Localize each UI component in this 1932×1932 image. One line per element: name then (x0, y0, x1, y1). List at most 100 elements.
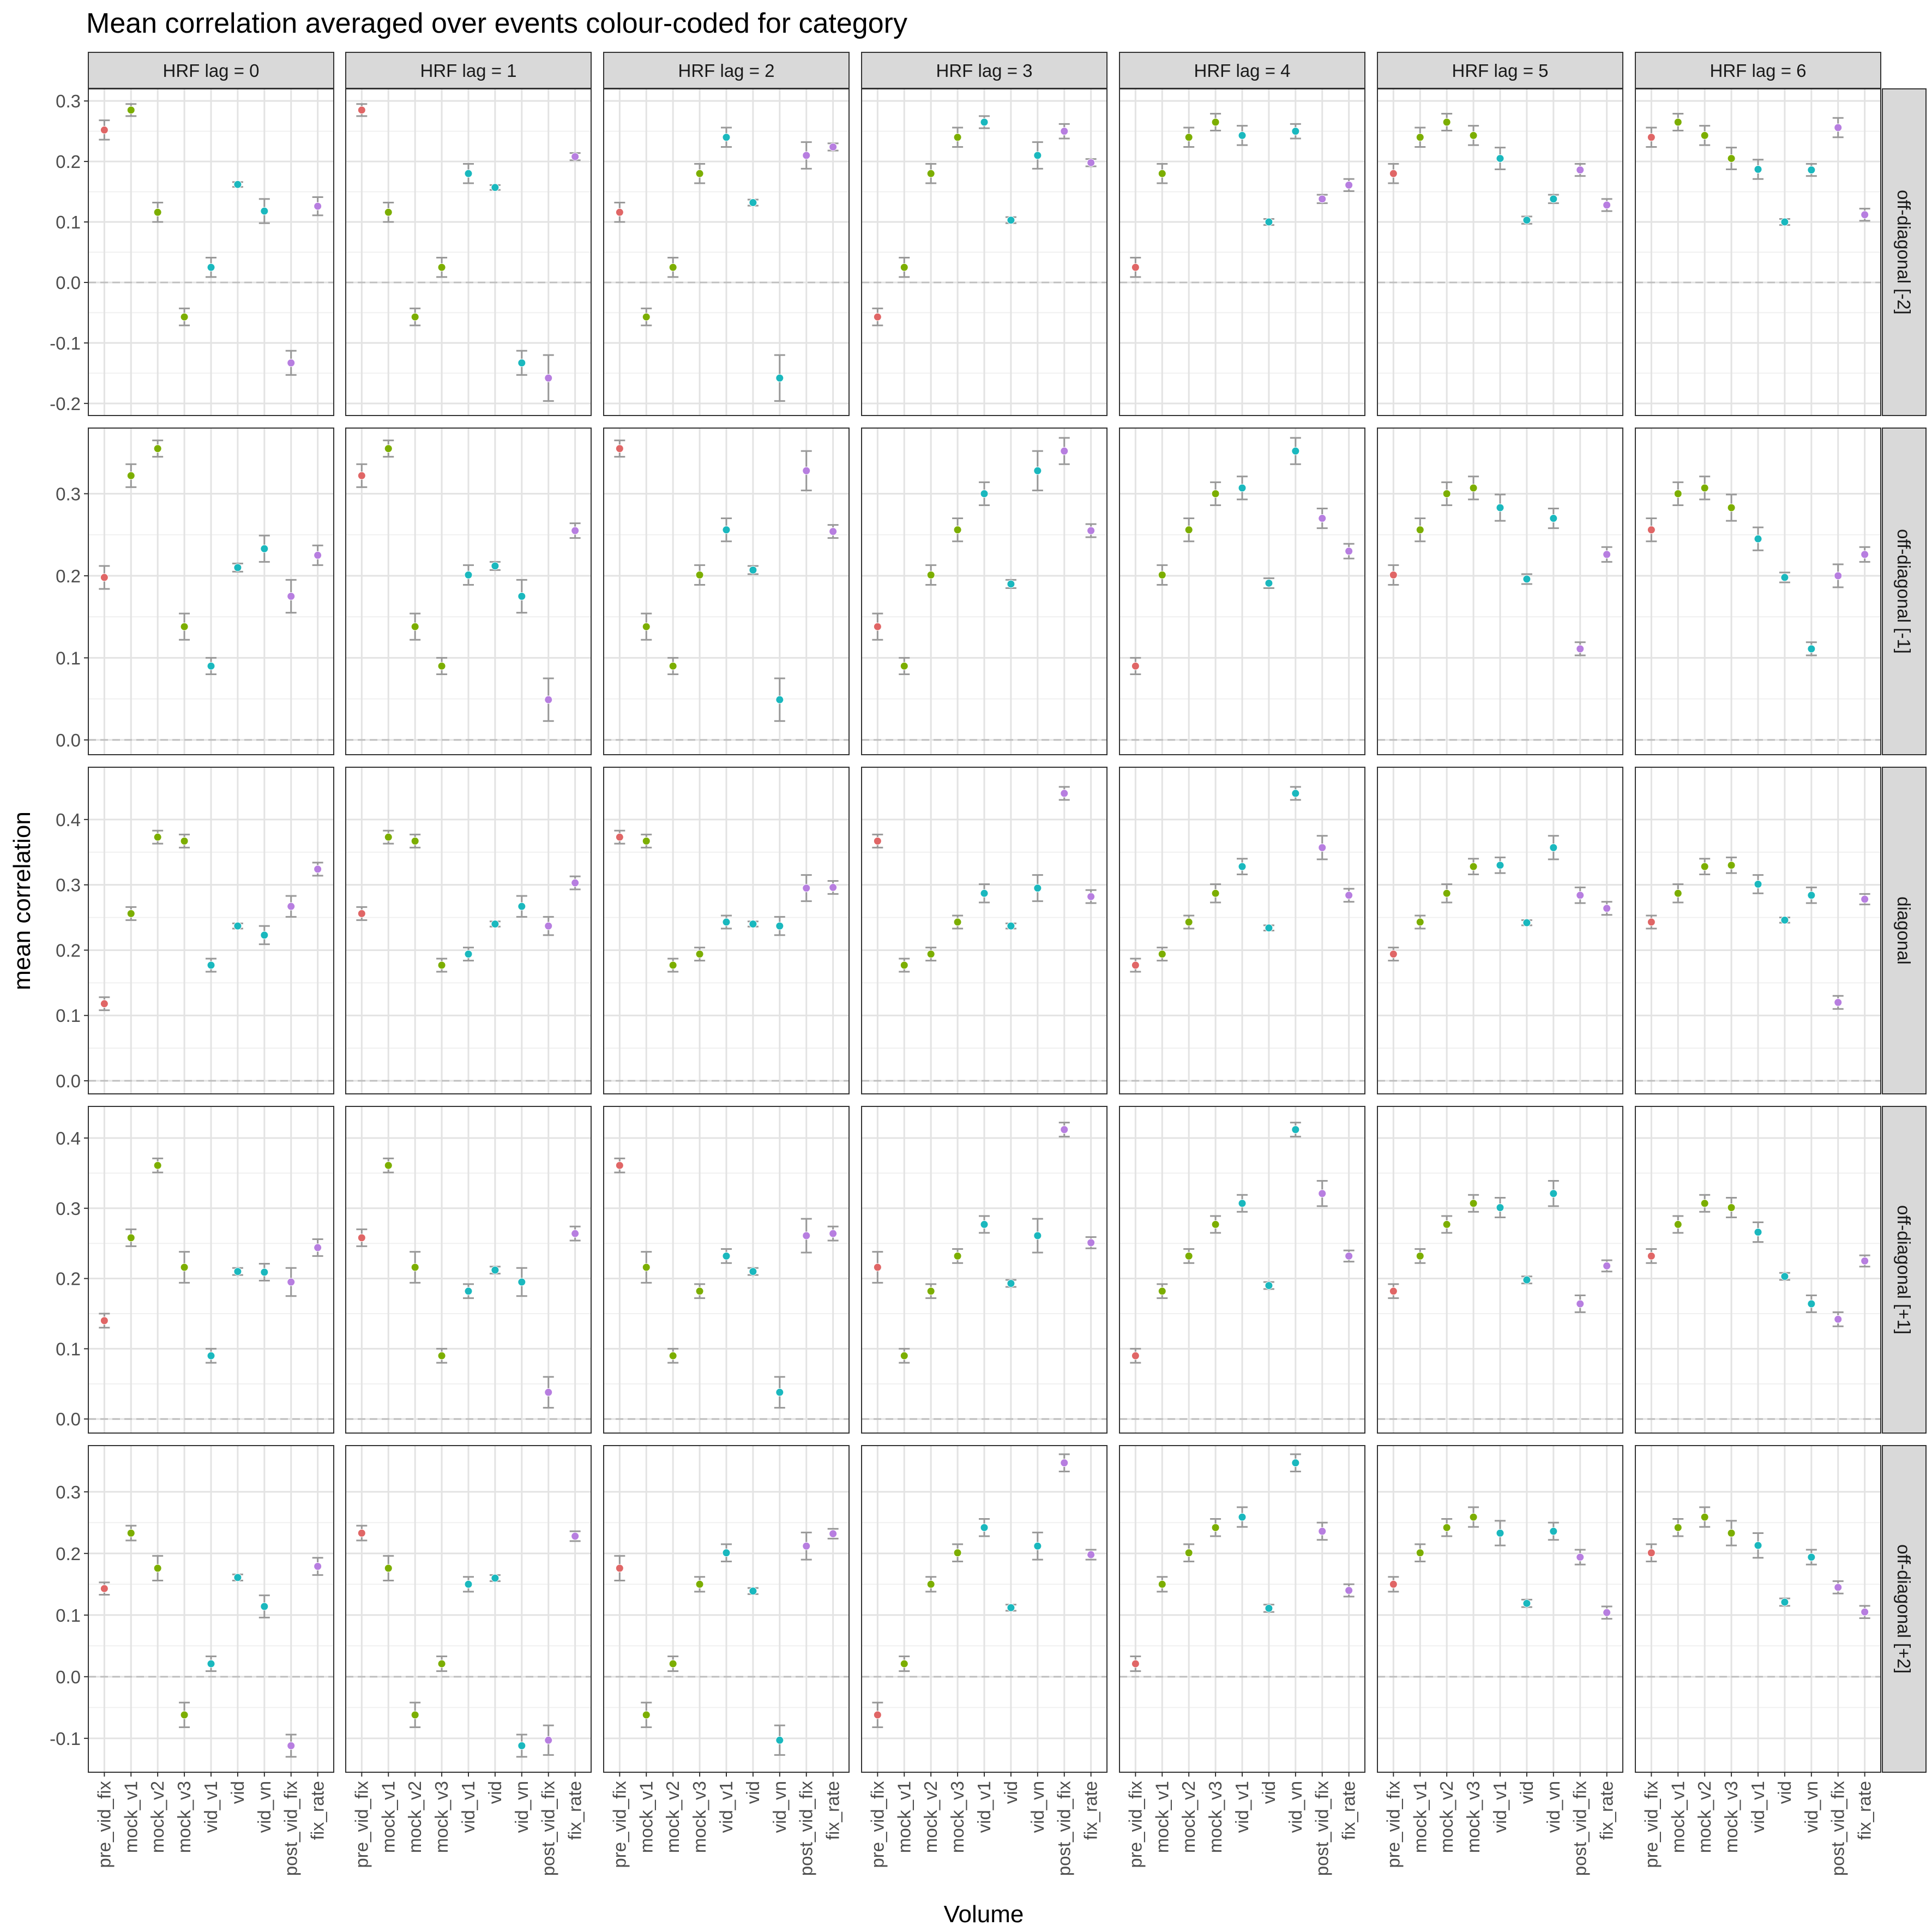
data-point (357, 106, 366, 115)
y-tick-label: 0.3 (56, 484, 81, 504)
data-point (100, 1000, 109, 1008)
data-point (1158, 1287, 1166, 1296)
data-point (491, 920, 499, 929)
data-point (873, 312, 882, 321)
x-tick-label: vid (1259, 1781, 1279, 1804)
data-point (437, 661, 446, 670)
panel-border (1635, 428, 1881, 755)
panel-border (861, 428, 1108, 755)
data-point (1647, 1549, 1656, 1557)
data-point (980, 1523, 989, 1532)
x-tick-label: mock_v1 (636, 1781, 656, 1853)
data-point (1033, 1231, 1042, 1240)
facet-panel (1377, 88, 1623, 416)
data-point (1549, 1189, 1558, 1198)
facet-strip-col-label: HRF lag = 5 (1452, 61, 1549, 81)
facet-panel (861, 428, 1108, 755)
data-point (1700, 1513, 1709, 1521)
facet-strip-row-label: off-diagonal [-1] (1894, 529, 1914, 654)
data-point (1291, 789, 1300, 798)
data-point (491, 183, 499, 192)
data-point (1576, 891, 1585, 900)
data-point (100, 125, 109, 134)
data-point (260, 1268, 269, 1277)
data-point (207, 1659, 215, 1668)
data-point (1389, 1580, 1398, 1588)
data-point (1442, 1523, 1451, 1532)
y-tick-label: 0.2 (56, 566, 81, 586)
data-point (1674, 118, 1682, 127)
panel-border (603, 428, 850, 755)
data-point (1834, 1583, 1843, 1592)
data-point (1754, 1228, 1762, 1237)
data-point (669, 961, 677, 970)
y-tick-label: 0.1 (56, 1339, 81, 1359)
data-point (1522, 1599, 1531, 1608)
x-tick-label: mock_v1 (894, 1781, 914, 1853)
data-point (1780, 916, 1789, 924)
data-point (314, 202, 322, 210)
facet-panel (345, 1106, 592, 1434)
data-point (900, 961, 908, 970)
y-tick-label: 0.1 (56, 648, 81, 668)
data-point (1834, 123, 1843, 132)
x-tick-label: post_vid_fix (1570, 1781, 1590, 1876)
data-point (642, 836, 651, 845)
data-point (180, 312, 189, 321)
x-tick-label: post_vid_fix (796, 1781, 816, 1876)
data-point (1727, 861, 1736, 870)
data-point (1522, 575, 1531, 583)
data-point (722, 133, 731, 142)
x-tick-label: vid_vn (1543, 1781, 1563, 1833)
facet-panel (1377, 767, 1623, 1094)
data-point (127, 1233, 135, 1242)
facet-panel (861, 1106, 1108, 1434)
data-point (1158, 570, 1166, 579)
data-point (544, 1736, 553, 1744)
facet-strip-row (1882, 428, 1927, 755)
data-point (180, 836, 189, 845)
data-point (1469, 862, 1478, 871)
data-point (411, 1263, 419, 1272)
data-point (1807, 1553, 1816, 1562)
data-point (980, 889, 989, 898)
data-point (1416, 1251, 1424, 1260)
x-tick-label: mock_v3 (174, 1781, 194, 1853)
data-point (1131, 661, 1140, 670)
facet-panel (1119, 1106, 1365, 1434)
data-point (642, 1711, 651, 1719)
data-point (411, 836, 419, 845)
x-tick-label: fix_rate (308, 1781, 328, 1840)
data-point (873, 836, 882, 845)
data-point (571, 526, 580, 535)
facet-strip-row-label: off-diagonal [+1] (1894, 1205, 1914, 1334)
x-tick-label: mock_v3 (1721, 1781, 1741, 1853)
x-tick-label: fix_rate (823, 1781, 843, 1840)
data-point (615, 208, 624, 216)
data-point (669, 1659, 677, 1668)
data-point (1087, 1550, 1096, 1559)
x-tick-label: pre_vid_fix (609, 1781, 629, 1868)
data-point (100, 573, 109, 582)
data-point (437, 263, 446, 272)
data-point (1087, 892, 1096, 901)
data-point (233, 180, 242, 189)
data-point (1647, 1251, 1656, 1260)
facet-strip-col-label: HRF lag = 6 (1710, 61, 1807, 81)
data-point (287, 1278, 296, 1286)
x-tick-label: vid_v1 (1748, 1781, 1768, 1833)
data-point (1576, 1299, 1585, 1308)
data-point (1211, 1523, 1220, 1532)
y-axis-label: mean correlation (9, 811, 35, 990)
data-point (1576, 645, 1585, 653)
data-point (1007, 922, 1015, 930)
facet-strip-row (1882, 1445, 1927, 1773)
data-point (1442, 889, 1451, 898)
data-point (517, 358, 526, 367)
data-point (749, 1587, 757, 1596)
data-point (1700, 862, 1709, 871)
data-point (953, 526, 962, 534)
data-point (1131, 1659, 1140, 1668)
data-point (1007, 580, 1015, 588)
x-tick-label: vid_v1 (1490, 1781, 1510, 1833)
